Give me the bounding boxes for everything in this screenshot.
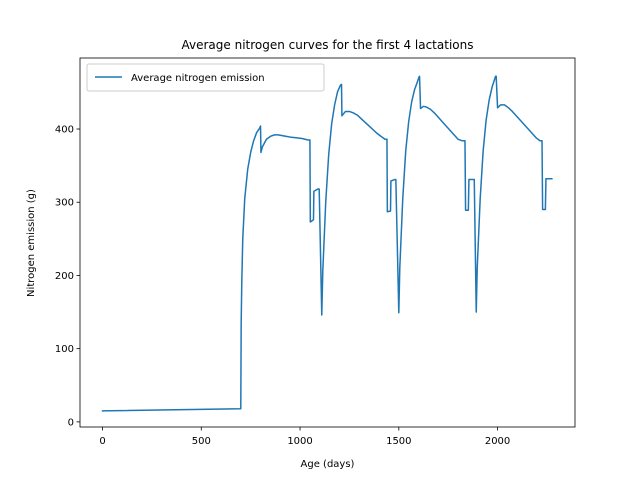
legend: Average nitrogen emission xyxy=(86,63,325,92)
x-tick-label: 0 xyxy=(99,436,105,447)
chart-title: Average nitrogen curves for the first 4 … xyxy=(182,38,474,52)
y-axis-label: Nitrogen emission (g) xyxy=(26,189,37,297)
y-tick-label: 300 xyxy=(55,198,74,209)
x-tick-label: 1000 xyxy=(287,436,312,447)
plot-frame xyxy=(79,57,576,428)
y-tick-label: 200 xyxy=(55,271,74,282)
y-tick-label: 100 xyxy=(55,344,74,355)
series-line-0 xyxy=(101,75,553,412)
y-tick-label: 400 xyxy=(55,125,74,136)
legend-label: Average nitrogen emission xyxy=(131,73,265,84)
y-tick-label: 0 xyxy=(68,417,74,428)
plot-area xyxy=(101,75,553,412)
y-axis: 0 100 200 300 400 xyxy=(55,125,80,428)
x-tick-label: 2000 xyxy=(485,436,510,447)
x-axis: 0 500 1000 1500 2000 xyxy=(99,427,510,447)
x-tick-label: 1500 xyxy=(386,436,411,447)
legend-box xyxy=(86,63,325,92)
x-tick-label: 500 xyxy=(192,436,211,447)
x-axis-label: Age (days) xyxy=(301,459,355,470)
